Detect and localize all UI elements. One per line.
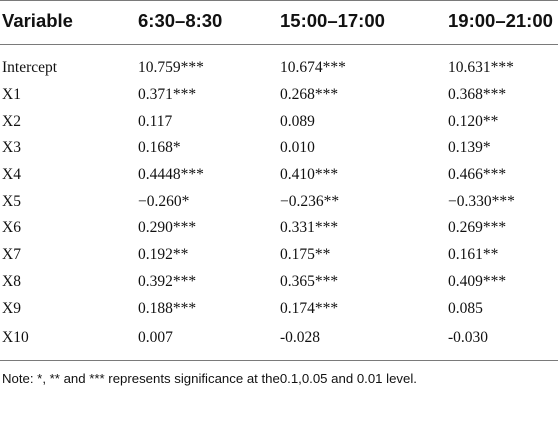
table-row: X9 0.188*** 0.174*** 0.085 (0, 295, 558, 322)
table-row: X10 0.007 -0.028 -0.030 (0, 321, 558, 361)
header-variable: Variable (0, 0, 134, 45)
cell-value: 0.365*** (280, 272, 339, 290)
cell-value: 0.268*** (280, 86, 339, 104)
cell-value: 0.139* (448, 139, 491, 157)
cell-value: −0.260* (138, 192, 190, 210)
cell-value: 0.290*** (138, 219, 197, 237)
table-row: X3 0.168* 0.010 0.139* (0, 135, 558, 162)
header-afternoon-period: 15:00–17:00 (280, 0, 448, 45)
cell-value: 10.674*** (280, 59, 346, 77)
table-row: X2 0.117 0.089 0.120** (0, 108, 558, 135)
regression-table-container: Variable 6:30–8:30 15:00–17:00 19:00–21:… (0, 0, 558, 386)
cell-value: 0.089 (280, 112, 315, 130)
cell-value: -0.028 (280, 321, 448, 361)
row-variable: X6 (2, 219, 21, 237)
cell-value: 0.188*** (138, 299, 197, 317)
row-variable: X9 (2, 299, 21, 317)
cell-value: 0.4448*** (138, 166, 204, 184)
cell-value: 0.007 (134, 321, 280, 361)
cell-value: 0.410*** (280, 166, 339, 184)
cell-value: 0.117 (138, 112, 173, 130)
row-variable: X3 (2, 139, 21, 157)
table-row: X7 0.192** 0.175** 0.161** (0, 242, 558, 269)
table-header-row: Variable 6:30–8:30 15:00–17:00 19:00–21:… (0, 0, 558, 45)
cell-value: 0.175** (280, 246, 331, 264)
row-variable: X7 (2, 246, 21, 264)
table-footnote: Note: *, ** and *** represents significa… (2, 370, 417, 386)
table-row: X1 0.371*** 0.268*** 0.368*** (0, 82, 558, 109)
cell-value: 0.409*** (448, 272, 507, 290)
cell-value: 0.392*** (138, 272, 197, 290)
row-variable: X5 (2, 192, 21, 210)
cell-value: 0.192** (138, 246, 189, 264)
table-row: X6 0.290*** 0.331*** 0.269*** (0, 215, 558, 242)
cell-value: 0.168* (138, 139, 181, 157)
cell-value: 10.631*** (448, 59, 514, 77)
regression-table: Variable 6:30–8:30 15:00–17:00 19:00–21:… (0, 0, 558, 361)
header-morning-period: 6:30–8:30 (134, 0, 280, 45)
table-row: Intercept 10.759*** 10.674*** 10.631*** (0, 55, 558, 82)
cell-value: 0.269*** (448, 219, 507, 237)
row-variable: X10 (0, 321, 134, 361)
table-row: X4 0.4448*** 0.410*** 0.466*** (0, 162, 558, 189)
cell-value: 0.010 (280, 139, 315, 157)
row-variable: X4 (2, 166, 21, 184)
cell-value: −0.330*** (448, 192, 515, 210)
cell-value: 0.368*** (448, 86, 507, 104)
cell-value: 10.759*** (138, 59, 204, 77)
cell-value: 0.331*** (280, 219, 339, 237)
cell-value: 0.371*** (138, 86, 197, 104)
cell-value: 0.174*** (280, 299, 339, 317)
row-variable: X1 (2, 86, 21, 104)
cell-value: 0.120** (448, 112, 499, 130)
cell-value: −0.236** (280, 192, 340, 210)
cell-value: 0.161** (448, 246, 499, 264)
cell-value: -0.030 (448, 321, 558, 361)
row-variable: X8 (2, 272, 21, 290)
row-variable: X2 (2, 112, 21, 130)
table-row: X8 0.392*** 0.365*** 0.409*** (0, 269, 558, 296)
cell-value: 0.466*** (448, 166, 507, 184)
row-variable: Intercept (2, 59, 58, 77)
table-row: X5 −0.260* −0.236** −0.330*** (0, 188, 558, 215)
cell-value: 0.085 (448, 299, 483, 317)
header-evening-period: 19:00–21:00 (448, 0, 558, 45)
